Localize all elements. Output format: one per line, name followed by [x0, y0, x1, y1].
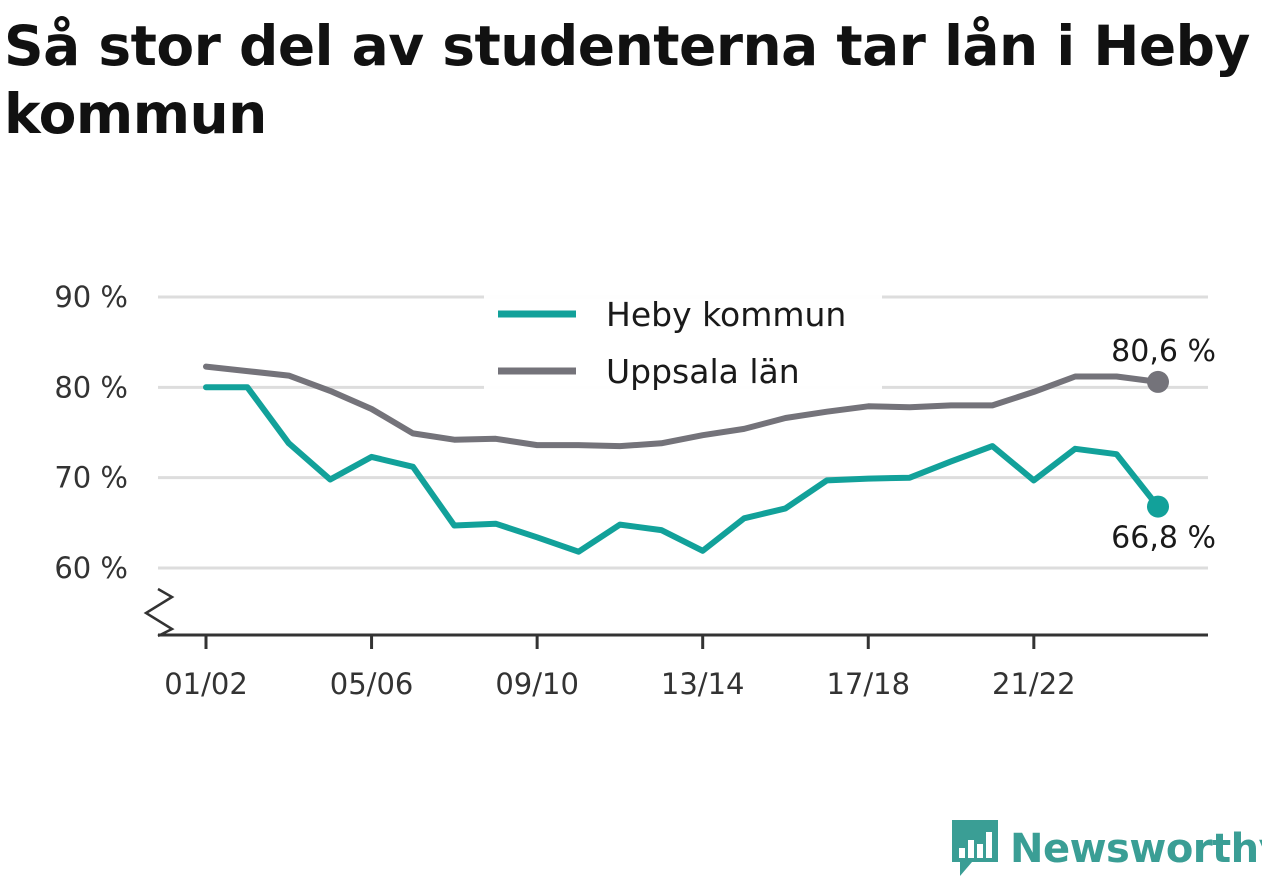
y-tick-label: 90 % — [54, 280, 128, 314]
x-tick-label: 21/22 — [992, 667, 1076, 701]
legend-background — [484, 292, 882, 396]
x-tick-label: 09/10 — [495, 667, 579, 701]
end-point-marker — [1147, 495, 1169, 518]
series-line-heby-kommun — [203, 384, 1161, 555]
end-point-marker — [1147, 370, 1169, 393]
axis-break-icon — [143, 587, 175, 638]
x-tick-label: 01/02 — [164, 667, 248, 701]
brand-name: Newsworthy — [1010, 826, 1262, 872]
legend-label: Uppsala län — [606, 352, 800, 391]
end-label-uppsala: 80,6 % — [1111, 334, 1216, 369]
x-tick-label: 13/14 — [661, 667, 745, 701]
x-axis — [143, 587, 1208, 638]
x-tick-label: 05/06 — [330, 667, 414, 701]
series-line-uppsala-lan — [203, 363, 1161, 450]
end-labels: 66,8 % 80,6 % — [1111, 334, 1216, 556]
series-lines — [203, 363, 1169, 555]
newsworthy-logo: Newsworthy — [950, 818, 1262, 880]
legend: Heby kommun Uppsala län — [484, 292, 882, 396]
y-axis-tick-labels: 60 % 70 % 80 % 90 % — [54, 280, 128, 585]
end-label-heby: 66,8 % — [1111, 521, 1216, 556]
newsworthy-logo-icon — [952, 820, 998, 876]
chart-title: Så stor del av studenterna tar lån i Heb… — [4, 14, 1250, 146]
y-tick-label: 70 % — [54, 461, 128, 495]
x-axis-tick-labels: 01/02 05/06 09/10 13/14 17/18 21/22 — [164, 635, 1076, 701]
y-tick-label: 60 % — [54, 551, 128, 585]
y-tick-label: 80 % — [54, 370, 128, 404]
x-tick-label: 17/18 — [826, 667, 910, 701]
legend-label: Heby kommun — [606, 295, 846, 334]
